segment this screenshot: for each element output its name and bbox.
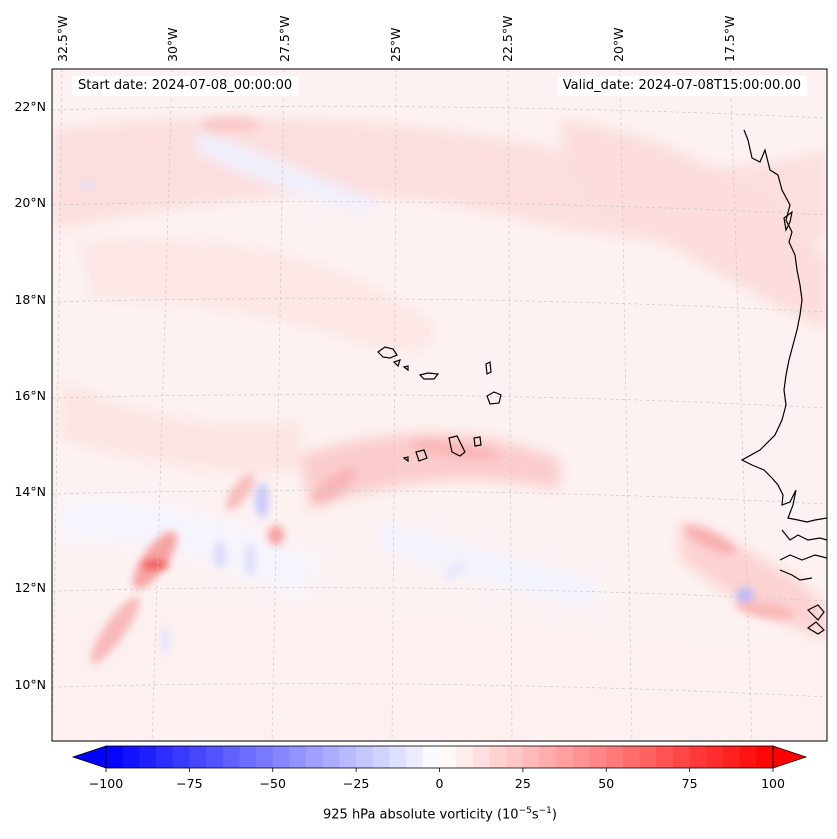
colorbar-tick-label: −50 bbox=[260, 776, 286, 791]
lon-label-17-5w: 17.5°W bbox=[722, 16, 737, 62]
colorbar-band bbox=[389, 746, 407, 768]
colorbar-tick-label: −100 bbox=[89, 776, 123, 791]
colorbar-tick-label: −25 bbox=[343, 776, 369, 791]
colorbar-band bbox=[356, 746, 374, 768]
map-frame bbox=[51, 68, 828, 742]
lat-label-14n: 14°N bbox=[14, 484, 46, 499]
colorbar-band bbox=[622, 746, 641, 768]
colorbar-band bbox=[689, 746, 707, 768]
colorbar-label-exp1: −5 bbox=[518, 806, 532, 816]
lon-label-32-5w: 32.5°W bbox=[55, 16, 70, 62]
colorbar-band bbox=[556, 746, 574, 768]
colorbar-band bbox=[589, 746, 607, 768]
colorbar: −100 −75 −50 −25 0 25 50 75 100 bbox=[71, 745, 808, 791]
colorbar-band bbox=[472, 746, 491, 768]
coastline bbox=[740, 129, 827, 635]
start-date-label: Start date: 2024-07-08_00:00:00 bbox=[72, 76, 299, 96]
colorbar-band bbox=[739, 746, 757, 768]
colorbar-tick-label: 25 bbox=[515, 776, 531, 791]
colorbar-band bbox=[756, 746, 774, 768]
colorbar-band bbox=[206, 746, 224, 768]
colorbar-band bbox=[239, 746, 257, 768]
colorbar-band bbox=[672, 746, 691, 768]
colorbar-band bbox=[322, 746, 340, 768]
colorbar-band bbox=[406, 746, 424, 768]
colorbar-band bbox=[289, 746, 307, 768]
africa-coastline bbox=[740, 129, 827, 523]
colorbar-band bbox=[722, 746, 741, 768]
lat-label-20n: 20°N bbox=[14, 195, 46, 210]
colorbar-band bbox=[372, 746, 390, 768]
lat-label-22n: 22°N bbox=[14, 99, 46, 114]
colorbar-band bbox=[106, 746, 124, 768]
longitude-labels: 32.5°W 30°W 27.5°W 25°W 22.5°W 20°W 17.5… bbox=[55, 16, 737, 62]
colorbar-min-extend bbox=[71, 745, 107, 769]
lon-label-30w: 30°W bbox=[165, 27, 180, 62]
colorbar-label: 925 hPa absolute vorticity (10−5s−1) bbox=[0, 806, 837, 822]
colorbar-band bbox=[539, 746, 557, 768]
colorbar-ticks: −100 −75 −50 −25 0 25 50 75 100 bbox=[89, 768, 785, 791]
colorbar-tick-label: 0 bbox=[436, 776, 444, 791]
colorbar-band bbox=[656, 746, 674, 768]
colorbar-band bbox=[422, 746, 440, 768]
colorbar-band bbox=[272, 746, 290, 768]
vorticity-field-shading bbox=[52, 118, 827, 741]
colorbar-tick-label: 100 bbox=[761, 776, 785, 791]
colorbar-label-prefix: 925 hPa absolute vorticity (10 bbox=[323, 807, 519, 823]
lon-label-27-5w: 27.5°W bbox=[277, 16, 292, 62]
colorbar-band bbox=[572, 746, 591, 768]
lat-label-12n: 12°N bbox=[14, 580, 46, 595]
colorbar-band bbox=[156, 746, 174, 768]
latitude-labels: 22°N 20°N 18°N 16°N 14°N 12°N 10°N bbox=[14, 99, 46, 692]
map-gridlines bbox=[52, 69, 827, 741]
colorbar-band bbox=[439, 746, 457, 768]
valid-date-label: Valid_date: 2024-07-08T15:00:00.00 bbox=[556, 76, 807, 96]
colorbar-band bbox=[306, 746, 324, 768]
colorbar-bands bbox=[106, 746, 774, 768]
colorbar-band bbox=[456, 746, 474, 768]
colorbar-max-extend bbox=[772, 745, 808, 769]
colorbar-band bbox=[522, 746, 541, 768]
colorbar-band bbox=[506, 746, 524, 768]
colorbar-band bbox=[489, 746, 507, 768]
cape-verde-islands bbox=[377, 346, 502, 463]
colorbar-band bbox=[139, 746, 157, 768]
colorbar-band bbox=[639, 746, 657, 768]
colorbar-label-mid: s bbox=[531, 807, 539, 823]
colorbar-band bbox=[256, 746, 274, 768]
colorbar-tick-label: 50 bbox=[598, 776, 614, 791]
colorbar-label-exp2: −1 bbox=[538, 806, 552, 816]
colorbar-band bbox=[122, 746, 140, 768]
map-panel bbox=[52, 69, 827, 741]
lon-label-20w: 20°W bbox=[611, 27, 626, 62]
lon-label-25w: 25°W bbox=[388, 27, 403, 62]
colorbar-band bbox=[172, 746, 190, 768]
colorbar-band bbox=[706, 746, 724, 768]
colorbar-band bbox=[222, 746, 240, 768]
colorbar-tick-label: 75 bbox=[682, 776, 698, 791]
lat-label-10n: 10°N bbox=[14, 677, 46, 692]
vorticity-extremes bbox=[82, 117, 795, 664]
colorbar-band bbox=[189, 746, 207, 768]
colorbar-band bbox=[606, 746, 624, 768]
lat-label-18n: 18°N bbox=[14, 292, 46, 307]
colorbar-band bbox=[339, 746, 357, 768]
colorbar-label-suffix: ) bbox=[551, 807, 557, 823]
lon-label-22-5w: 22.5°W bbox=[500, 16, 515, 62]
lat-label-16n: 16°N bbox=[14, 388, 46, 403]
colorbar-tick-label: −75 bbox=[176, 776, 202, 791]
